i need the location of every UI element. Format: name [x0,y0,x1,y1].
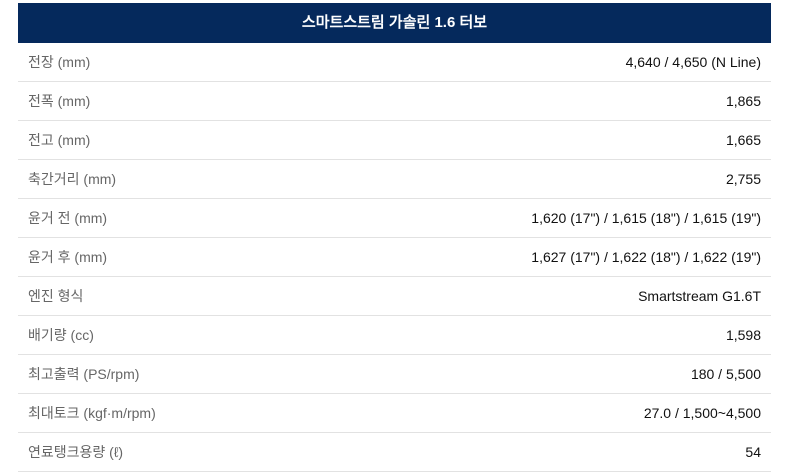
spec-value: 27.0 / 1,500~4,500 [643,405,761,421]
spec-label: 윤거 전 (mm) [28,210,108,226]
spec-table: 스마트스트림 가솔린 1.6 터보 전장 (mm) 4,640 / 4,650 (… [18,3,771,472]
table-row: 최고출력 (PS/rpm) 180 / 5,500 [18,355,771,394]
spec-value: 4,640 / 4,650 (N Line) [625,54,761,70]
spec-label: 전고 (mm) [28,132,91,148]
spec-label: 최고출력 (PS/rpm) [28,366,140,382]
table-row: 전장 (mm) 4,640 / 4,650 (N Line) [18,43,771,82]
spec-label: 축간거리 (mm) [28,171,117,187]
spec-label: 전장 (mm) [28,54,91,70]
spec-value: 1,865 [725,93,761,109]
table-row: 윤거 후 (mm) 1,627 (17") / 1,622 (18") / 1,6… [18,238,771,277]
spec-label: 연료탱크용량 (ℓ) [28,444,124,460]
table-row: 축간거리 (mm) 2,755 [18,160,771,199]
spec-label: 엔진 형식 [28,288,84,304]
table-row: 윤거 전 (mm) 1,620 (17") / 1,615 (18") / 1,6… [18,199,771,238]
table-row: 배기량 (cc) 1,598 [18,316,771,355]
spec-value: Smartstream G1.6T [638,288,761,304]
spec-value: 1,598 [725,327,761,343]
table-row: 엔진 형식 Smartstream G1.6T [18,277,771,316]
table-title: 스마트스트림 가솔린 1.6 터보 [18,3,771,43]
spec-value: 180 / 5,500 [690,366,761,382]
spec-value: 2,755 [725,171,761,187]
table-row: 최대토크 (kgf·m/rpm) 27.0 / 1,500~4,500 [18,394,771,433]
spec-label: 최대토크 (kgf·m/rpm) [28,405,156,421]
spec-value: 1,620 (17") / 1,615 (18") / 1,615 (19") [531,210,761,226]
spec-value: 1,627 (17") / 1,622 (18") / 1,622 (19") [531,249,761,265]
table-row: 연료탱크용량 (ℓ) 54 [18,433,771,472]
spec-label: 배기량 (cc) [28,327,94,343]
spec-value: 1,665 [725,132,761,148]
spec-value: 54 [745,444,761,460]
spec-label: 윤거 후 (mm) [28,249,108,265]
spec-label: 전폭 (mm) [28,93,91,109]
table-row: 전폭 (mm) 1,865 [18,82,771,121]
table-row: 전고 (mm) 1,665 [18,121,771,160]
